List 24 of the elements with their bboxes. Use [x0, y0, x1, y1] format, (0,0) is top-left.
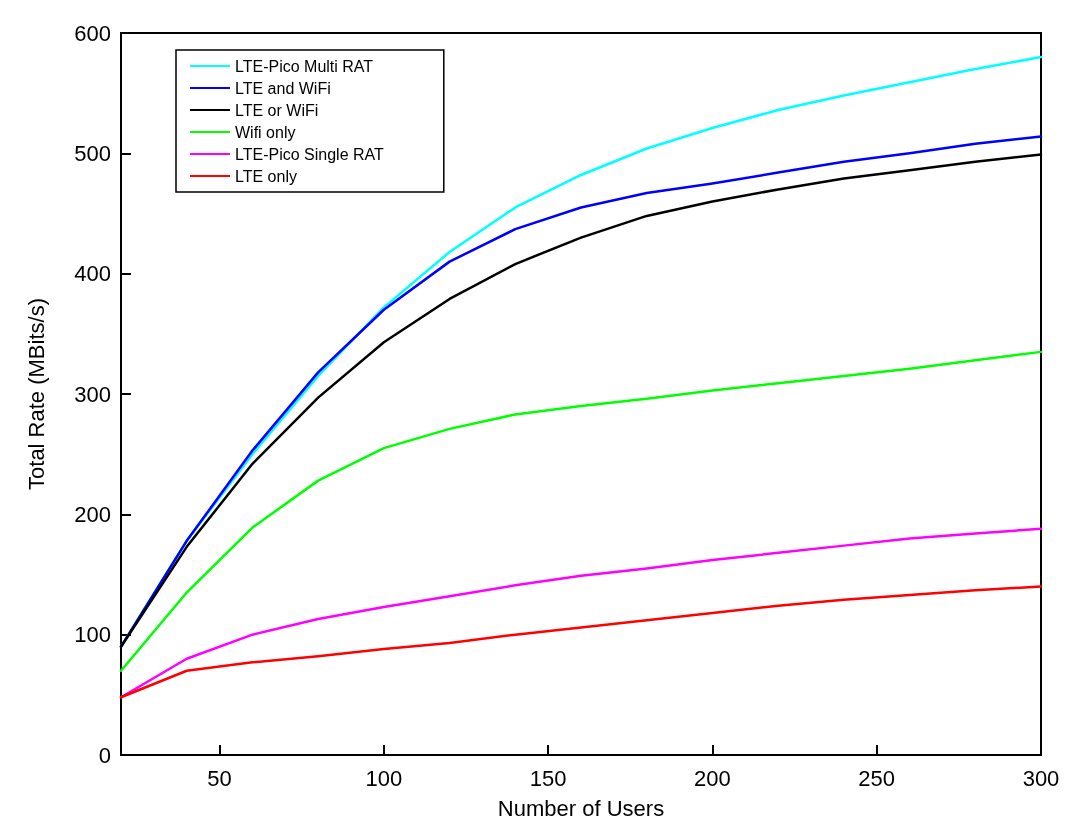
y-tick-label: 500: [74, 140, 111, 166]
y-tick-label: 200: [74, 501, 111, 527]
y-tick-label: 100: [74, 622, 111, 648]
x-tick-label: 300: [1022, 765, 1060, 791]
y-tick-label: 0: [98, 742, 111, 768]
legend-label: LTE only: [235, 167, 297, 185]
legend-label: LTE-Pico Multi RAT: [235, 57, 374, 75]
y-tick-label: 300: [74, 381, 111, 407]
y-tick-label: 400: [74, 261, 111, 287]
x-tick-label: 250: [858, 765, 896, 791]
x-tick-label: 150: [529, 765, 567, 791]
x-tick-label: 200: [694, 765, 731, 791]
line-series: [119, 527, 1043, 699]
legend-label: LTE-Pico Single RAT: [235, 145, 385, 163]
x-tick-label: 50: [207, 765, 232, 791]
line-series: [119, 350, 1043, 673]
legend-label: LTE or WiFi: [235, 101, 319, 119]
y-tick-label: 600: [74, 20, 111, 46]
legend-label: Wifi only: [235, 123, 296, 141]
x-tick-label: 100: [365, 765, 403, 791]
x-axis-title: Number of Users: [497, 795, 665, 821]
line-series: [119, 585, 1043, 699]
legend-label: LTE and WiFi: [235, 79, 331, 97]
y-axis-title: Total Rate (MBits/s): [23, 298, 49, 490]
